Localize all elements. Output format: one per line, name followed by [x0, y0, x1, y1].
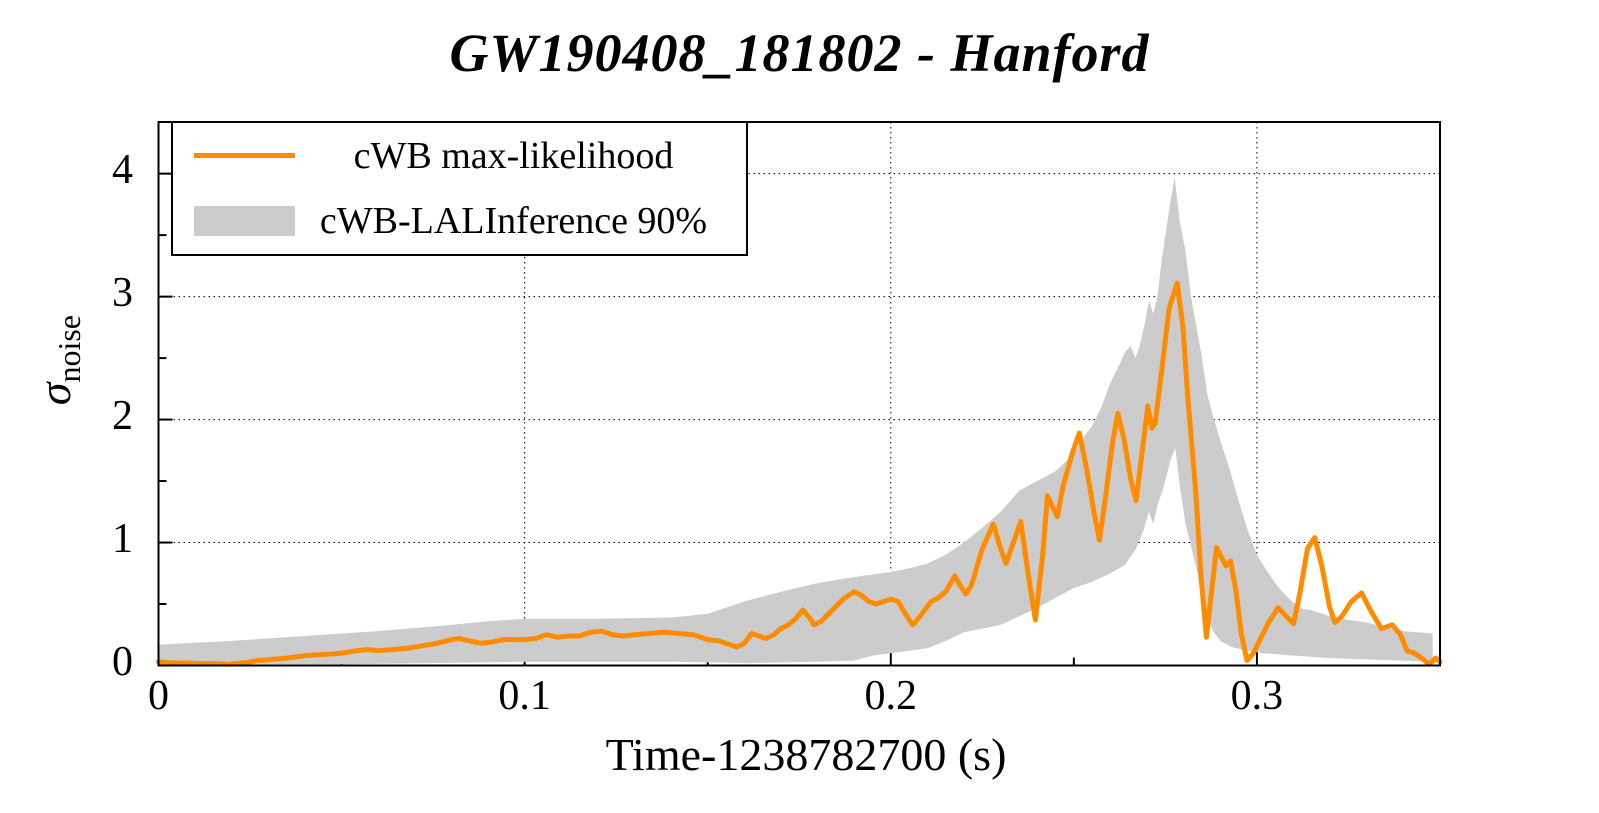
confidence-band: [158, 177, 1433, 665]
y-tick-label: 4: [112, 146, 133, 193]
plot-frame: [157, 121, 1441, 667]
legend-entry-confidence-band: cWB-LALInference 90%: [173, 189, 746, 255]
x-tick-label: 0: [148, 673, 169, 719]
y-tick-label: 0: [112, 638, 133, 685]
legend-label: cWB-LALInference 90%: [319, 200, 708, 243]
y-tick-label: 3: [112, 269, 133, 316]
chart-title: GW190408_181802 - Hanford: [449, 23, 1150, 83]
band-swatch: [194, 206, 295, 237]
legend-swatch-area: [194, 153, 295, 159]
x-tick-label: 0.3: [1230, 673, 1284, 719]
legend-entry-max-likelihood: cWB max-likelihood: [173, 123, 746, 189]
line-swatch: [194, 153, 295, 159]
legend-swatch-area: [194, 206, 295, 237]
x-tick-label: 0.1: [498, 673, 551, 719]
x-tick-label: 0.2: [864, 673, 918, 719]
y-tick-label: 2: [112, 392, 133, 439]
y-tick-label: 1: [112, 515, 133, 562]
y-axis-label: σnoise: [28, 160, 88, 560]
legend: cWB max-likelihood cWB-LALInference 90%: [171, 121, 748, 256]
x-axis-label: Time-1238782700 (s): [605, 729, 1007, 780]
max-likelihood-line: [156, 280, 1443, 667]
legend-label: cWB max-likelihood: [353, 134, 674, 177]
y-axis-label-subscript: noise: [51, 314, 88, 383]
